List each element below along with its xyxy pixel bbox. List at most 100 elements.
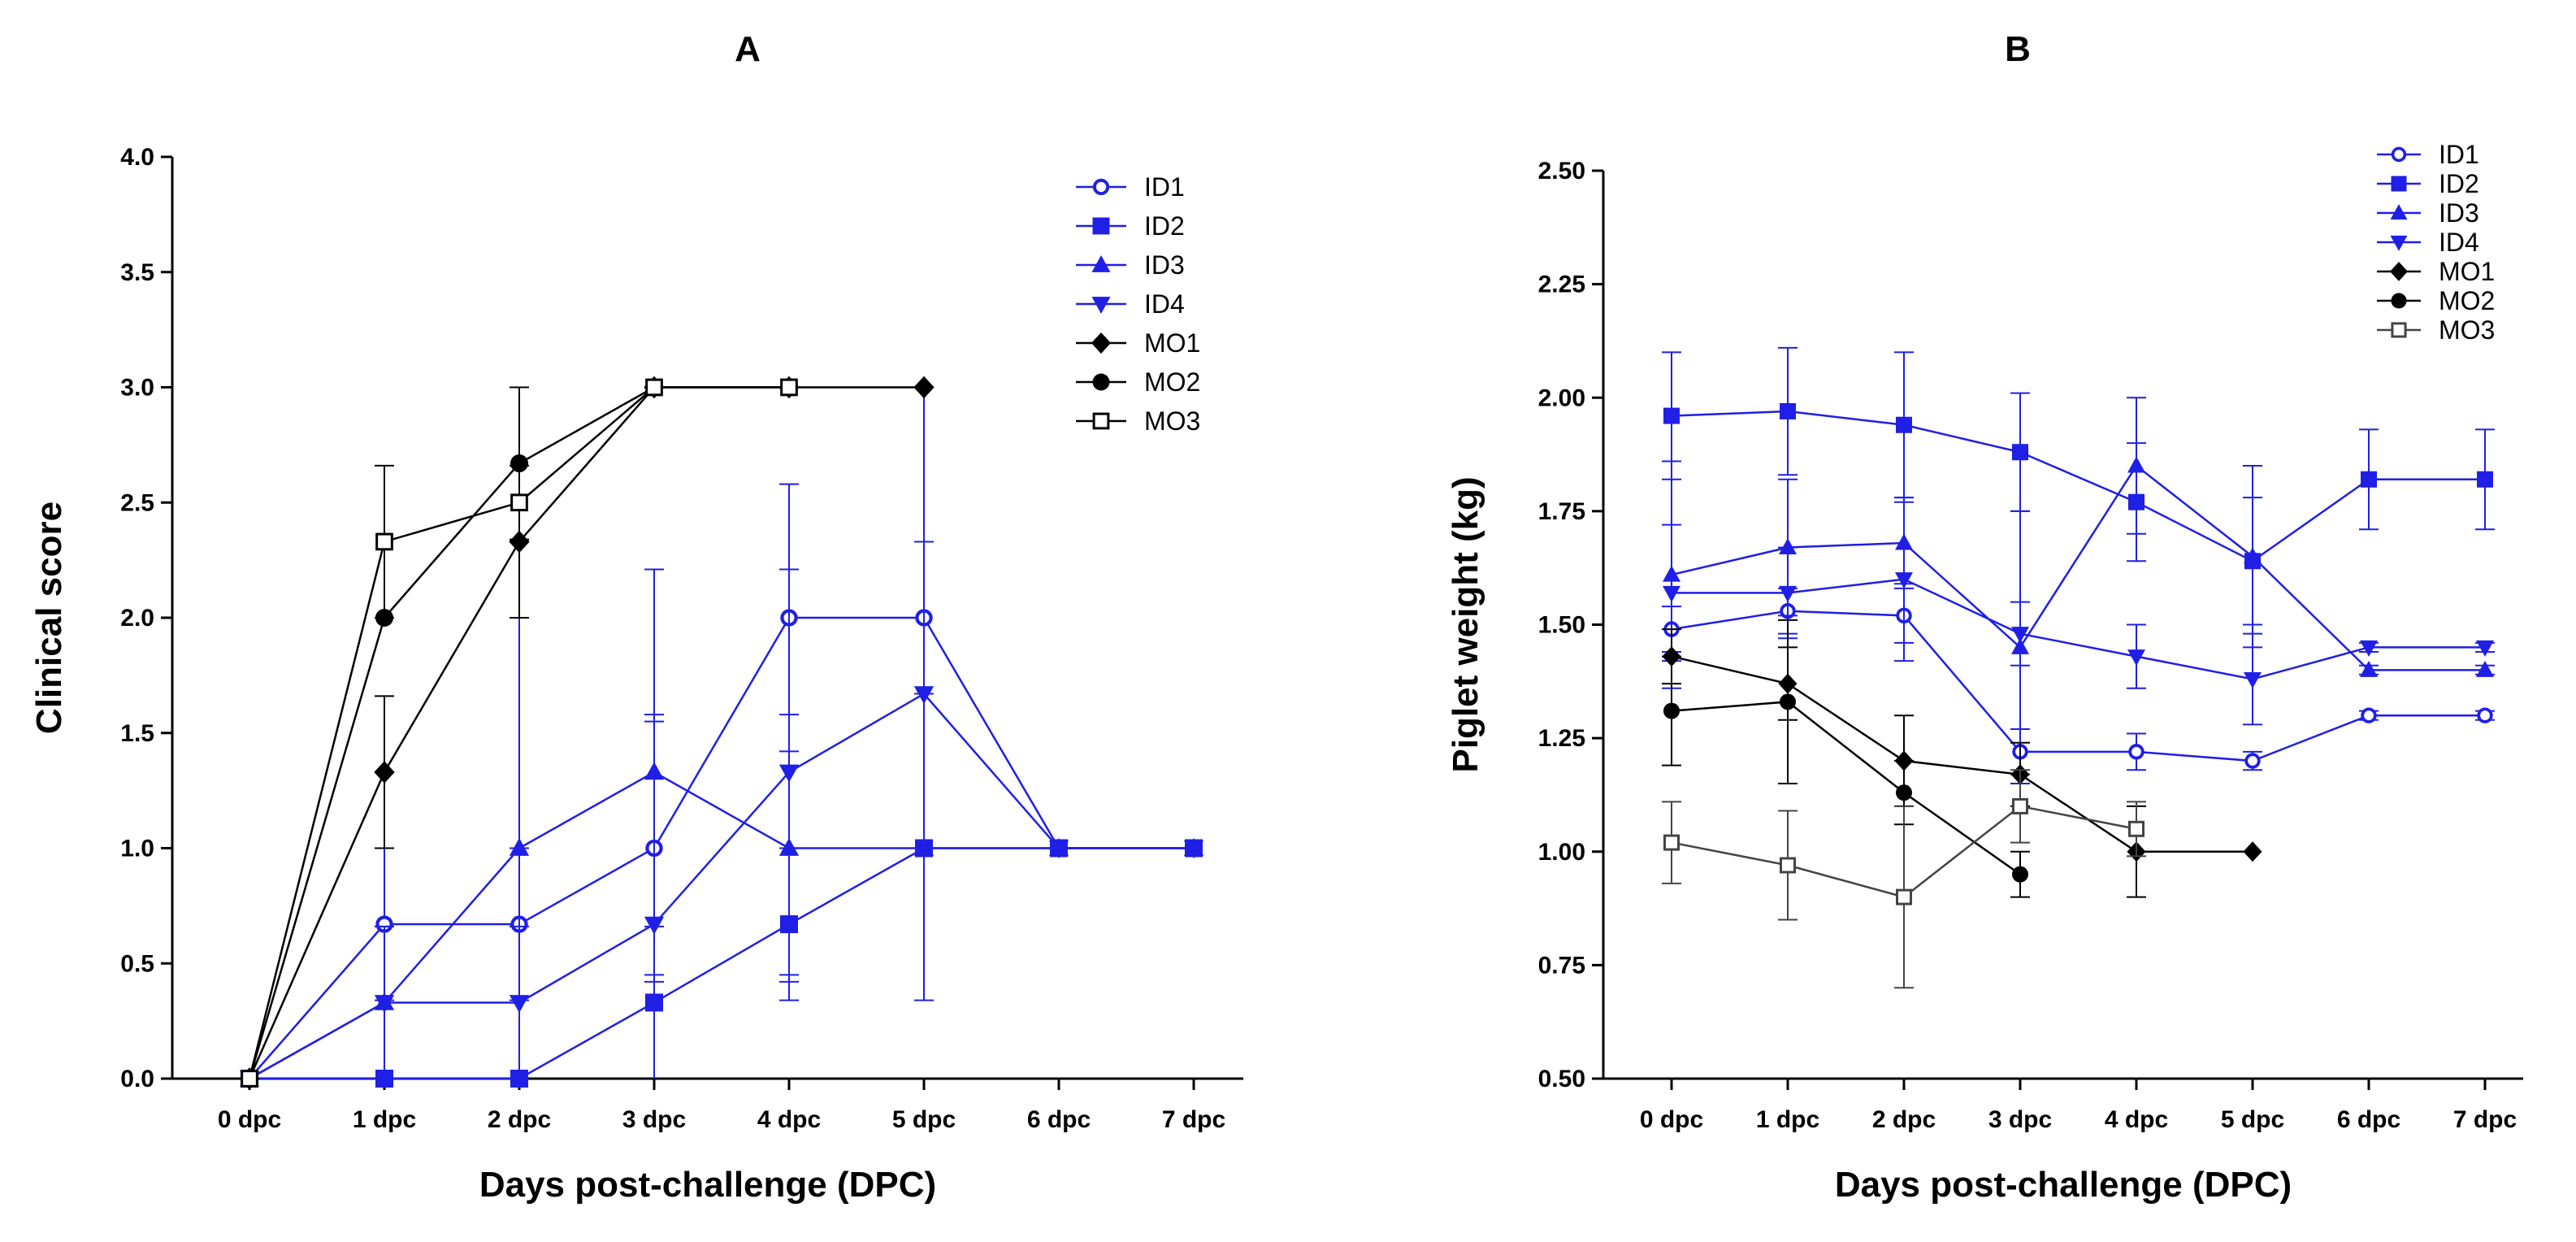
panel-a-x-tick-label: 7 dpc: [1162, 1106, 1225, 1133]
panel-b-x-tick-label: 0 dpc: [1640, 1106, 1703, 1133]
panel-a-legend-label-id4: ID4: [1144, 289, 1185, 319]
panel-a-y-tick-label: 4.0: [120, 144, 154, 171]
panel-b-x-axis-label: Days post-challenge (DPC): [1835, 1165, 2292, 1205]
panel-b-legend-item-id2: ID2: [2377, 169, 2479, 198]
panel-b-x-tick-label: 4 dpc: [2105, 1106, 2168, 1133]
panel-b-id1-point: [2477, 707, 2493, 723]
panel-b-id4-point: [1779, 585, 1797, 602]
panel-b-id3-point: [2476, 660, 2494, 677]
panel-b-id2-point: [2012, 444, 2028, 461]
panel-b-legend-item-mo3: MO3: [2377, 315, 2495, 345]
panel-a-x-tick-label: 5 dpc: [892, 1106, 956, 1133]
panel-b-series-id2: [1662, 346, 2495, 626]
panel-a-x-tick-label: 0 dpc: [218, 1106, 281, 1133]
panel-b-x-tick-label: 7 dpc: [2453, 1106, 2517, 1133]
panel-b-title: B: [2005, 29, 2031, 69]
panel-a-mo3-point: [510, 493, 528, 512]
panel-b-series-mo1: [1662, 628, 2262, 898]
panel-a-x-tick-label: 1 dpc: [353, 1106, 416, 1133]
panel-b-y-axis-label: Piglet weight (kg): [1446, 476, 1485, 772]
panel-a-series-id4: [239, 386, 1204, 1089]
panel-a-y-axis-label: Clinical score: [29, 502, 69, 734]
panel-b-legend-label-mo1: MO1: [2439, 257, 2495, 286]
panel-a-id4-point: [778, 764, 800, 783]
panel-b-id3-point: [1779, 538, 1797, 555]
panel-b-legend-label-mo3: MO3: [2439, 315, 2495, 345]
panel-b-id2-point: [2361, 471, 2377, 488]
panel-a-mo1-point: [913, 376, 935, 399]
panel-b-legend-marker-mo3: [2391, 322, 2407, 338]
panel-a-id3-point: [509, 837, 530, 856]
panel-b-y-tick-label: 1.50: [1538, 612, 1585, 639]
panel-b-id1-line: [1671, 610, 2485, 762]
panel-a-legend-label-id1: ID1: [1144, 172, 1185, 202]
panel-b-id4-point: [2360, 640, 2378, 657]
panel-a-x-tick-label: 6 dpc: [1027, 1106, 1091, 1133]
panel-b-y-tick-label: 0.50: [1538, 1066, 1585, 1092]
panel-a-id4-line: [249, 692, 1194, 1080]
panel-b-id4-point: [1663, 585, 1680, 602]
panel-a-y-tick-label: 1.0: [120, 836, 154, 862]
panel-a-y-tick-label: 1.5: [120, 720, 154, 747]
panel-a-y-tick-label: 0.5: [120, 950, 154, 977]
panel-a-id2-line: [249, 847, 1194, 1080]
panel-a-id4-point: [1183, 840, 1204, 859]
panel-b-legend-label-id4: ID4: [2439, 228, 2479, 257]
panel-a-mo3-point: [780, 378, 798, 397]
panel-a-id1-line: [249, 616, 1194, 1079]
panel-a-mo1-point: [374, 761, 395, 784]
panel-a-id4-point: [1048, 840, 1069, 859]
panel-b-legend-label-id1: ID1: [2439, 140, 2479, 169]
panel-b-mo2-point: [1663, 702, 1680, 719]
panel-b-y-tick-label: 1.00: [1538, 839, 1585, 866]
panel-a-legend-item-id1: ID1: [1076, 172, 1185, 202]
panel-b-mo3-point: [2012, 797, 2028, 814]
panel-b-id2-point: [1663, 407, 1680, 424]
panel-b-id1-point: [2361, 707, 2377, 723]
panel-b-legend-marker-id1: [2391, 146, 2407, 163]
panel-b-legend-marker-id4: [2390, 235, 2408, 251]
panel-a-legend-item-id2: ID2: [1076, 211, 1185, 241]
panel-b-x-tick-label: 3 dpc: [1988, 1106, 2052, 1133]
panel-b-y-tick-label: 2.00: [1538, 384, 1585, 411]
panel-a-mo3-point: [375, 532, 393, 551]
panel-a-legend-label-id2: ID2: [1144, 211, 1185, 241]
panel-b-id4-point: [2244, 672, 2262, 689]
panel-b-id1-point: [2128, 744, 2144, 760]
panel-b-id2-line: [1671, 410, 2485, 562]
panel-a-legend-marker-mo3: [1092, 412, 1110, 430]
panel-b-legend-marker-mo2: [2391, 293, 2407, 309]
panel-a-id4-point: [374, 995, 395, 1014]
panel-b-series-mo3: [1662, 769, 2146, 989]
panel-a-x-axis-label: Days post-challenge (DPC): [479, 1165, 936, 1205]
panel-b-y-tick-label: 1.75: [1538, 498, 1585, 525]
panel-a-series-mo1: [239, 376, 935, 1090]
panel-a-legend-marker-id1: [1092, 178, 1110, 196]
panel-b-id2-point: [1896, 416, 1912, 433]
panel-b-id1-point: [2244, 753, 2261, 769]
panel-b-id4-line: [1672, 578, 2485, 680]
panel-b-legend-label-mo2: MO2: [2439, 286, 2495, 315]
panel-a-series-mo3: [241, 378, 798, 1088]
panel-a-legend-item-id4: ID4: [1076, 289, 1185, 319]
panel-a-y-tick-label: 0.0: [120, 1066, 154, 1092]
panel-b-y-tick-label: 1.25: [1538, 725, 1585, 752]
panel-b-id2-point: [2477, 471, 2493, 488]
panel-b-id3-point: [2127, 456, 2145, 473]
panel-a-id4-point: [644, 916, 665, 935]
panel-b-legend-item-id4: ID4: [2377, 228, 2479, 257]
panel-a-legend-marker-id4: [1091, 297, 1111, 315]
panel-b-x-tick-label: 1 dpc: [1756, 1106, 1819, 1133]
panel-a-y-tick-label: 3.0: [120, 375, 154, 402]
panel-b-series-mo2: [1662, 619, 2030, 898]
panel-a-legend-item-mo2: MO2: [1076, 367, 1200, 397]
panel-b-x-tick-label: 2 dpc: [1872, 1106, 1936, 1133]
panel-b-mo1-point: [2243, 841, 2262, 862]
panel-b-legend-item-id3: ID3: [2377, 198, 2479, 228]
panel-b-legend-marker-id3: [2390, 204, 2408, 220]
panel-b-mo1-line: [1671, 655, 2253, 853]
panel-b-mo3-point: [1663, 834, 1680, 851]
panel-a-y-tick-label: 2.5: [120, 489, 154, 516]
panel-a-legend-label-mo1: MO1: [1144, 328, 1200, 358]
